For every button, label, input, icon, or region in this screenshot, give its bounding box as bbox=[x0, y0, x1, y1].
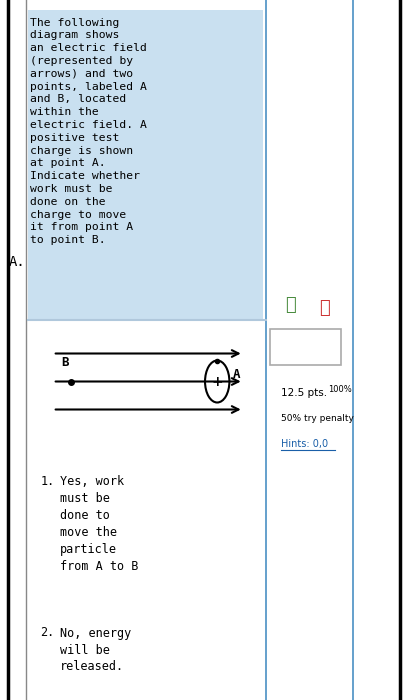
Text: 2.: 2. bbox=[40, 626, 55, 640]
Text: A: A bbox=[232, 368, 239, 381]
Text: +: + bbox=[211, 374, 222, 388]
Text: Hints: 0,0: Hints: 0,0 bbox=[280, 440, 327, 449]
Text: B: B bbox=[62, 356, 69, 369]
Text: No, energy
will be
released.: No, energy will be released. bbox=[60, 626, 131, 673]
Text: 50% try penalty: 50% try penalty bbox=[280, 414, 353, 423]
Text: 👎: 👎 bbox=[319, 299, 329, 317]
Text: 100%: 100% bbox=[327, 386, 351, 394]
Text: 1.: 1. bbox=[40, 475, 55, 488]
Text: 12.5 pts.: 12.5 pts. bbox=[280, 389, 326, 398]
FancyBboxPatch shape bbox=[28, 10, 262, 318]
FancyBboxPatch shape bbox=[269, 329, 340, 365]
Text: 👍: 👍 bbox=[284, 295, 295, 314]
Text: The following
diagram shows
an electric field
(represented by
arrows) and two
po: The following diagram shows an electric … bbox=[30, 18, 147, 245]
Text: Yes, work
must be
done to
move the
particle
from A to B: Yes, work must be done to move the parti… bbox=[60, 475, 138, 573]
Text: A.: A. bbox=[9, 256, 26, 270]
